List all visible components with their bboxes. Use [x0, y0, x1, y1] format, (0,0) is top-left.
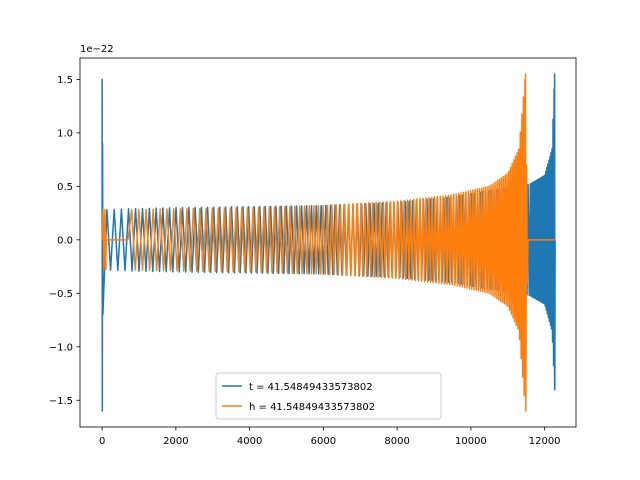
y-tick-label: −1.5	[49, 396, 73, 407]
x-tick-label: 4000	[237, 436, 262, 447]
legend: t = 41.54849433573802 h = 41.548494335738…	[215, 372, 442, 420]
x-tick-label: 12000	[529, 436, 561, 447]
y-tick-label: 0.0	[57, 235, 73, 246]
legend-box	[215, 372, 442, 420]
axes: 0 2000 4000 6000 8000 10000 12000 −1.5 −1.0 −0.5 0…	[49, 57, 577, 447]
x-tick-label: 6000	[311, 436, 336, 447]
legend-label: h = 41.54849433573802	[249, 402, 375, 413]
series-h-line	[101, 73, 556, 412]
x-tick-label: 10000	[455, 436, 487, 447]
plot-area	[101, 73, 556, 412]
x-tick-label: 2000	[163, 436, 188, 447]
y-tick-label: −0.5	[49, 289, 73, 300]
y-tick-label: 1.0	[57, 128, 73, 139]
y-tick-label: 1.5	[57, 75, 73, 86]
y-offset-label: 1e−22	[80, 44, 114, 55]
x-tick-label: 8000	[384, 436, 409, 447]
x-tick-label: 0	[99, 436, 105, 447]
y-tick-label: −1.0	[49, 342, 73, 353]
y-tick-label: 0.5	[57, 182, 73, 193]
legend-label: t = 41.54849433573802	[249, 382, 373, 393]
axes-frame	[79, 57, 577, 428]
